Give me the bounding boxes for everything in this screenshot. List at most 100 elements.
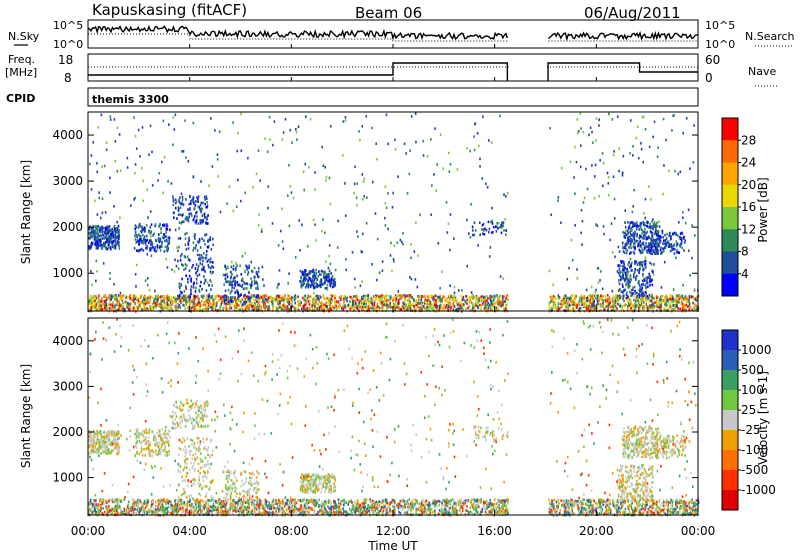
range-cell — [553, 306, 555, 309]
range-cell — [155, 298, 157, 301]
range-cell — [211, 272, 213, 275]
range-cell — [490, 300, 492, 303]
y-tick-label: 1000 — [52, 266, 83, 280]
range-cell — [211, 302, 213, 305]
range-cell — [453, 295, 455, 298]
range-cell — [195, 305, 197, 308]
range-cell — [647, 246, 649, 249]
range-cell — [150, 296, 152, 299]
range-cell — [476, 296, 478, 299]
range-cell — [268, 305, 270, 308]
range-cell — [202, 260, 204, 263]
range-cell — [159, 246, 161, 249]
range-cell — [177, 260, 179, 263]
range-cell — [639, 304, 641, 307]
range-cell — [665, 239, 667, 242]
range-cell — [645, 298, 647, 301]
range-cell — [240, 113, 242, 116]
range-cell — [344, 295, 346, 298]
range-cell — [140, 230, 142, 233]
range-cell — [246, 287, 248, 290]
range-cell — [199, 219, 201, 222]
range-cell — [200, 222, 202, 225]
range-cell — [304, 295, 306, 298]
range-cell — [154, 249, 156, 252]
range-cell — [178, 209, 180, 212]
range-cell — [440, 133, 442, 136]
colorbar-segment — [722, 140, 738, 163]
range-cell — [96, 171, 98, 174]
range-cell — [231, 307, 233, 310]
range-cell — [247, 157, 249, 160]
range-cell — [681, 239, 683, 242]
range-cell — [473, 234, 475, 237]
range-cell — [390, 297, 392, 300]
range-cell — [206, 295, 208, 298]
range-cell — [652, 241, 654, 244]
range-cell — [679, 236, 681, 239]
range-cell — [196, 282, 198, 285]
range-cell — [581, 297, 583, 300]
range-cell — [364, 297, 366, 300]
range-cell — [343, 302, 345, 305]
range-cell — [157, 179, 159, 182]
range-cell — [258, 307, 260, 310]
range-cell — [288, 272, 290, 275]
range-cell — [647, 237, 649, 240]
range-cell — [296, 307, 298, 310]
range-cell — [179, 282, 181, 285]
range-cell — [677, 234, 679, 237]
range-cell — [632, 205, 634, 208]
range-cell — [302, 271, 304, 274]
range-cell — [358, 130, 360, 133]
range-cell — [402, 301, 404, 304]
range-cell — [442, 167, 444, 170]
range-cell — [599, 305, 601, 308]
range-cell — [417, 305, 419, 308]
range-cell — [158, 225, 160, 228]
range-cell — [624, 209, 626, 212]
range-cell — [674, 232, 676, 235]
range-cell — [204, 213, 206, 216]
range-cell — [198, 301, 200, 304]
range-cell — [421, 295, 423, 298]
range-cell — [477, 244, 479, 247]
range-cell — [162, 236, 164, 239]
range-cell — [630, 264, 632, 267]
range-cell — [109, 225, 111, 228]
range-cell — [117, 303, 119, 306]
range-cell — [182, 295, 184, 298]
range-cell — [663, 250, 665, 253]
range-cell — [247, 273, 249, 276]
range-cell — [106, 148, 108, 151]
range-cell — [550, 301, 552, 304]
range-cell — [213, 298, 215, 301]
range-cell — [638, 300, 640, 303]
range-cell — [363, 295, 365, 298]
range-cell — [97, 308, 99, 311]
range-cell — [195, 287, 197, 290]
freq-label-1: Freq. — [8, 53, 35, 66]
range-cell — [608, 194, 610, 197]
range-cell — [115, 295, 117, 298]
range-cell — [628, 277, 630, 280]
range-cell — [268, 308, 270, 311]
range-cell — [481, 300, 483, 303]
range-cell — [234, 298, 236, 301]
range-cell — [684, 298, 686, 301]
range-cell — [618, 272, 620, 275]
range-cell — [387, 307, 389, 310]
range-cell — [314, 171, 316, 174]
range-cell — [641, 265, 643, 268]
range-cell — [613, 295, 615, 298]
range-cell — [208, 184, 210, 187]
range-cell — [629, 152, 631, 155]
range-cell — [167, 304, 169, 307]
range-cell — [489, 228, 491, 231]
range-cell — [313, 285, 315, 288]
range-cell — [646, 303, 648, 306]
range-cell — [211, 306, 213, 309]
range-cell — [619, 288, 621, 291]
range-cell — [589, 300, 591, 303]
range-cell — [635, 276, 637, 279]
